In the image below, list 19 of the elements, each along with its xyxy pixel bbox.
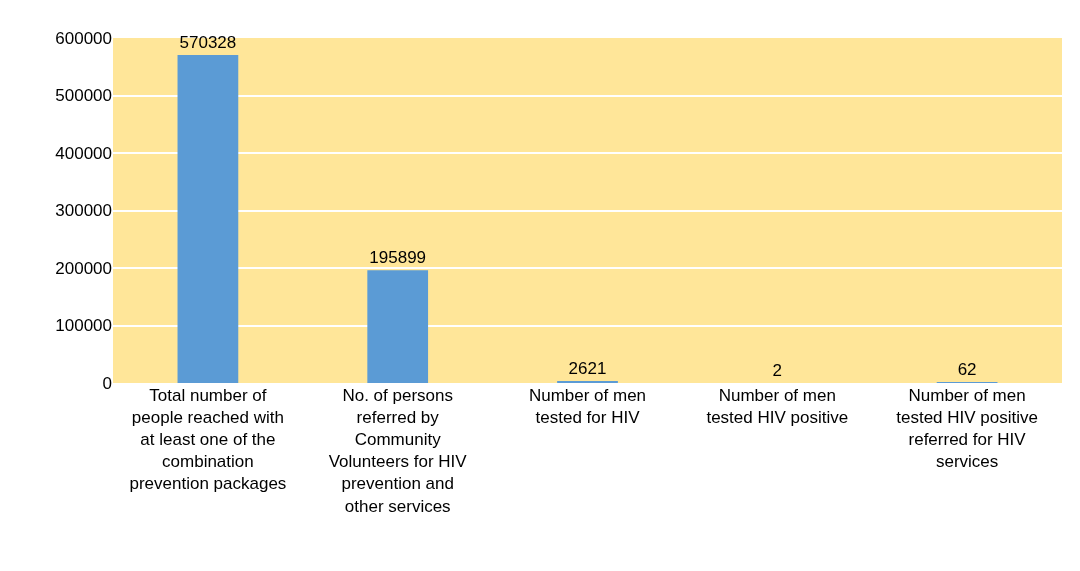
x-tick-label: Number of men tested HIV positive referred for HIV services <box>896 386 1038 472</box>
x-tick-label: Number of men tested HIV positive <box>706 386 849 428</box>
x-tick-label: Total number of people reached with at least one of the combination prevention packages <box>129 386 287 494</box>
y-tick-label: 400000 <box>55 143 112 163</box>
y-tick-label: 600000 <box>55 28 112 48</box>
x-tick-label: No. of persons referred by Community Volunteers for HIV prevention and other services <box>328 386 468 516</box>
bar <box>367 270 429 383</box>
y-tick-label: 200000 <box>55 258 112 278</box>
y-tick-label: 300000 <box>55 201 112 221</box>
data-label: 570328 <box>179 33 237 53</box>
data-label: 195899 <box>369 248 427 268</box>
y-tick-label: 500000 <box>55 86 112 106</box>
data-label: 2 <box>772 361 783 380</box>
y-tick-label: 0 <box>102 373 112 393</box>
y-tick-label: 100000 <box>55 316 112 336</box>
x-tick-label: Number of men tested for HIV <box>528 386 647 428</box>
data-label: 62 <box>957 360 977 379</box>
data-label: 2621 <box>568 359 607 378</box>
bar <box>177 55 239 383</box>
